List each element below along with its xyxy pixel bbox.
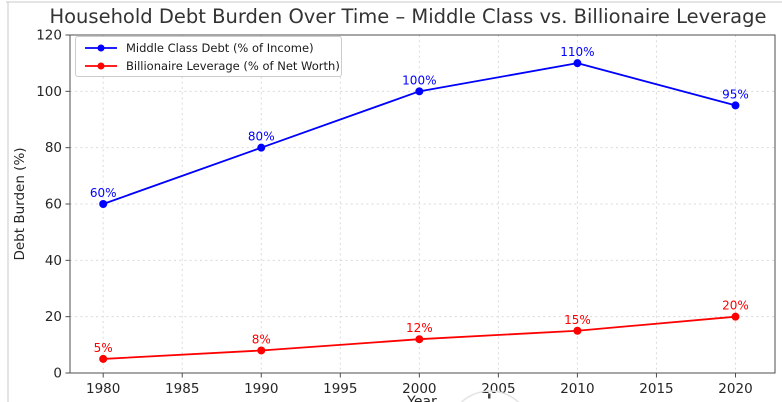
cursor-halo	[460, 390, 520, 402]
chart-title: Household Debt Burden Over Time – Middle…	[49, 5, 766, 28]
x-axis-label: Year	[406, 394, 437, 402]
x-tick-label: 2005	[481, 381, 515, 397]
y-tick-label: 20	[45, 309, 62, 325]
x-tick-label: 2000	[402, 381, 436, 397]
data-point-marker	[99, 354, 108, 363]
point-annotation: 5%	[94, 341, 113, 355]
data-point-marker	[731, 101, 740, 110]
x-tick-label: 2020	[718, 381, 752, 397]
legend-item-billionaire: Billionaire Leverage (% of Net Worth)	[84, 58, 341, 73]
legend-label-middle-class: Middle Class Debt (% of Income)	[126, 40, 314, 55]
x-tick-label: 1985	[165, 381, 199, 397]
data-point-marker	[731, 312, 740, 321]
legend-label-billionaire: Billionaire Leverage (% of Net Worth)	[126, 58, 340, 73]
legend: Middle Class Debt (% of Income) Billiona…	[75, 36, 342, 77]
legend-swatch-billionaire	[85, 62, 117, 69]
point-annotation: 20%	[722, 299, 749, 313]
data-point-marker	[573, 326, 582, 335]
y-tick-label: 40	[45, 253, 62, 269]
y-tick-label: 100	[36, 84, 62, 100]
point-annotation: 8%	[252, 332, 271, 346]
cursor-mark	[488, 393, 491, 399]
data-point-marker	[573, 59, 582, 68]
plot-area: 1980 1985 1990 1995 2000 2005 2010 2015 2020 0 20 4…	[36, 28, 776, 397]
y-tick-label: 120	[36, 28, 62, 44]
point-annotation: 15%	[564, 313, 591, 327]
data-point-marker	[257, 346, 266, 355]
point-annotation: 95%	[722, 87, 749, 101]
x-tick-label: 2015	[639, 381, 673, 397]
data-point-marker	[415, 335, 424, 344]
data-point-marker	[415, 87, 424, 96]
x-tick-label: 1995	[323, 381, 357, 397]
y-tick-label: 80	[45, 140, 62, 156]
y-tick-label: 60	[45, 197, 62, 213]
x-tick-label: 2010	[560, 381, 594, 397]
point-annotation: 12%	[406, 321, 433, 335]
point-annotation: 110%	[560, 45, 594, 59]
point-annotation: 80%	[248, 130, 275, 144]
legend-marker-sample	[97, 62, 105, 69]
legend-item-middle-class: Middle Class Debt (% of Income)	[84, 40, 341, 55]
point-annotation: 60%	[90, 186, 117, 200]
point-annotation: 100%	[402, 73, 436, 87]
y-axis-label: Debt Burden (%)	[12, 147, 28, 260]
data-point-marker	[99, 200, 108, 208]
x-tick-label: 1990	[244, 381, 278, 397]
x-tick-label: 1980	[86, 381, 120, 397]
legend-swatch-middle-class	[85, 44, 117, 51]
data-point-marker	[257, 143, 266, 152]
legend-marker-sample	[97, 44, 105, 51]
y-tick-label: 0	[53, 366, 62, 382]
